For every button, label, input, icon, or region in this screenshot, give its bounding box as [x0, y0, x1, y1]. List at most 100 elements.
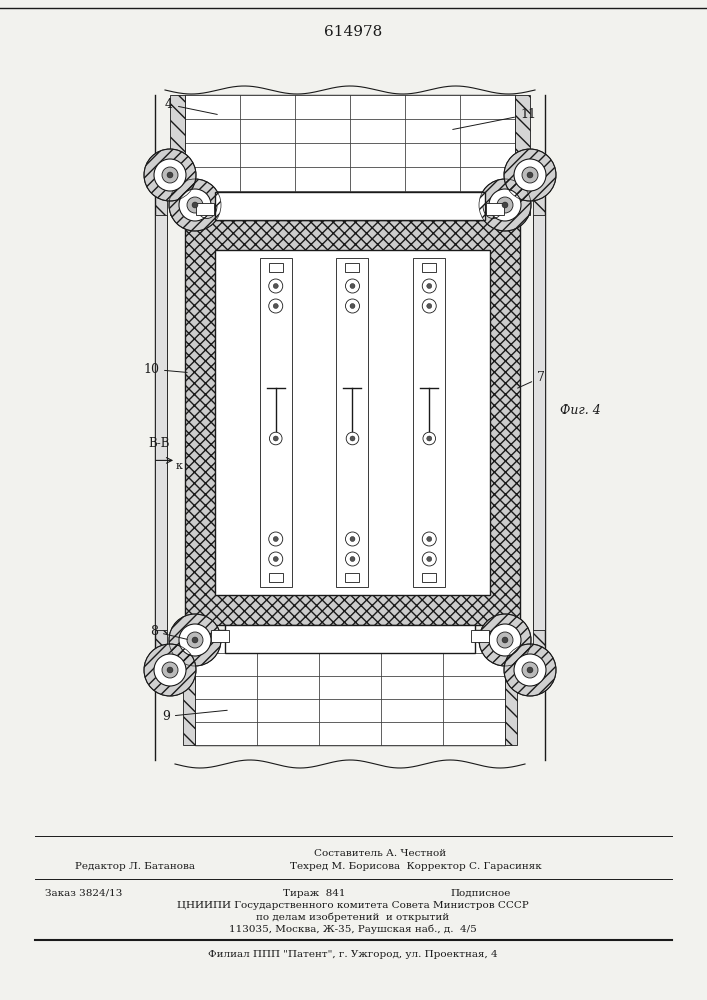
Bar — [443, 630, 505, 653]
Bar — [185, 95, 240, 119]
Bar — [460, 143, 515, 167]
Bar — [460, 119, 515, 143]
Circle shape — [169, 614, 221, 666]
Bar — [195, 676, 257, 699]
Bar — [215, 192, 485, 220]
Text: Фиг. 4: Фиг. 4 — [560, 404, 601, 417]
Bar — [269, 573, 283, 582]
Bar — [185, 191, 240, 215]
Text: Филиал ППП "Патент", г. Ужгород, ул. Проектная, 4: Филиал ППП "Патент", г. Ужгород, ул. Про… — [208, 950, 498, 959]
Circle shape — [162, 662, 178, 678]
Bar — [460, 167, 515, 191]
Bar — [350, 143, 405, 167]
Circle shape — [489, 189, 521, 221]
Circle shape — [350, 536, 355, 542]
Bar — [405, 191, 460, 215]
Circle shape — [427, 536, 432, 542]
Circle shape — [269, 532, 283, 546]
Text: Составитель А. Честной: Составитель А. Честной — [314, 849, 446, 858]
Bar — [295, 167, 350, 191]
Circle shape — [269, 432, 282, 445]
Text: 10: 10 — [143, 363, 187, 376]
Bar — [240, 167, 295, 191]
Circle shape — [502, 637, 508, 643]
Circle shape — [504, 149, 556, 201]
Circle shape — [179, 624, 211, 656]
Circle shape — [154, 654, 186, 686]
Bar — [319, 630, 381, 653]
Bar — [295, 143, 350, 167]
Bar — [422, 263, 436, 272]
Bar — [414, 258, 445, 587]
Text: к: к — [176, 461, 183, 471]
Bar — [533, 175, 545, 680]
Bar — [471, 630, 489, 642]
Text: 8: 8 — [150, 625, 187, 639]
Bar — [195, 722, 257, 745]
Circle shape — [273, 536, 279, 542]
Circle shape — [497, 632, 513, 648]
Circle shape — [167, 172, 173, 178]
Circle shape — [497, 197, 513, 213]
Circle shape — [144, 149, 196, 201]
Text: Техред М. Борисова  Корректор С. Гарасиняк: Техред М. Борисова Корректор С. Гарасиня… — [290, 862, 542, 871]
Bar — [185, 95, 515, 215]
Circle shape — [479, 614, 531, 666]
Text: Подписное: Подписное — [450, 889, 510, 898]
Circle shape — [350, 436, 355, 441]
Circle shape — [269, 299, 283, 313]
Bar — [443, 653, 505, 676]
Bar — [319, 699, 381, 722]
Bar — [350, 119, 405, 143]
Bar — [240, 119, 295, 143]
Circle shape — [504, 644, 556, 696]
Bar — [486, 203, 504, 215]
Circle shape — [192, 202, 198, 208]
Circle shape — [514, 159, 546, 191]
Circle shape — [489, 624, 521, 656]
Circle shape — [346, 432, 358, 445]
Bar — [155, 175, 167, 680]
Text: Тираж  841: Тираж 841 — [283, 889, 346, 898]
Bar — [515, 95, 530, 215]
Circle shape — [422, 279, 436, 293]
Bar — [185, 119, 240, 143]
Circle shape — [346, 279, 359, 293]
Circle shape — [522, 662, 538, 678]
Bar — [195, 630, 505, 745]
Circle shape — [273, 304, 279, 308]
Circle shape — [273, 284, 279, 288]
Bar — [405, 119, 460, 143]
Text: 4: 4 — [165, 98, 217, 114]
Circle shape — [346, 299, 359, 313]
Circle shape — [427, 436, 432, 441]
Bar — [381, 630, 443, 653]
Bar — [211, 630, 229, 642]
Circle shape — [346, 532, 359, 546]
Circle shape — [346, 552, 359, 566]
Circle shape — [187, 197, 203, 213]
Bar — [185, 220, 520, 625]
Bar — [257, 630, 319, 653]
Bar — [240, 143, 295, 167]
Circle shape — [144, 644, 196, 696]
Bar — [183, 630, 195, 745]
Circle shape — [527, 172, 533, 178]
Bar — [195, 699, 257, 722]
Circle shape — [427, 556, 432, 562]
Text: 113035, Москва, Ж-35, Раушская наб., д.  4/5: 113035, Москва, Ж-35, Раушская наб., д. … — [229, 925, 477, 934]
Text: В-В: В-В — [148, 437, 170, 450]
Bar — [295, 119, 350, 143]
Text: 9: 9 — [162, 710, 227, 723]
Circle shape — [350, 556, 355, 562]
Circle shape — [169, 179, 221, 231]
Bar — [257, 676, 319, 699]
Circle shape — [350, 284, 355, 288]
Circle shape — [422, 552, 436, 566]
Bar — [346, 573, 359, 582]
Bar — [381, 722, 443, 745]
Text: Редактор Л. Батанова: Редактор Л. Батанова — [75, 862, 195, 871]
Bar — [350, 95, 405, 119]
Bar — [185, 167, 240, 191]
Circle shape — [514, 654, 546, 686]
